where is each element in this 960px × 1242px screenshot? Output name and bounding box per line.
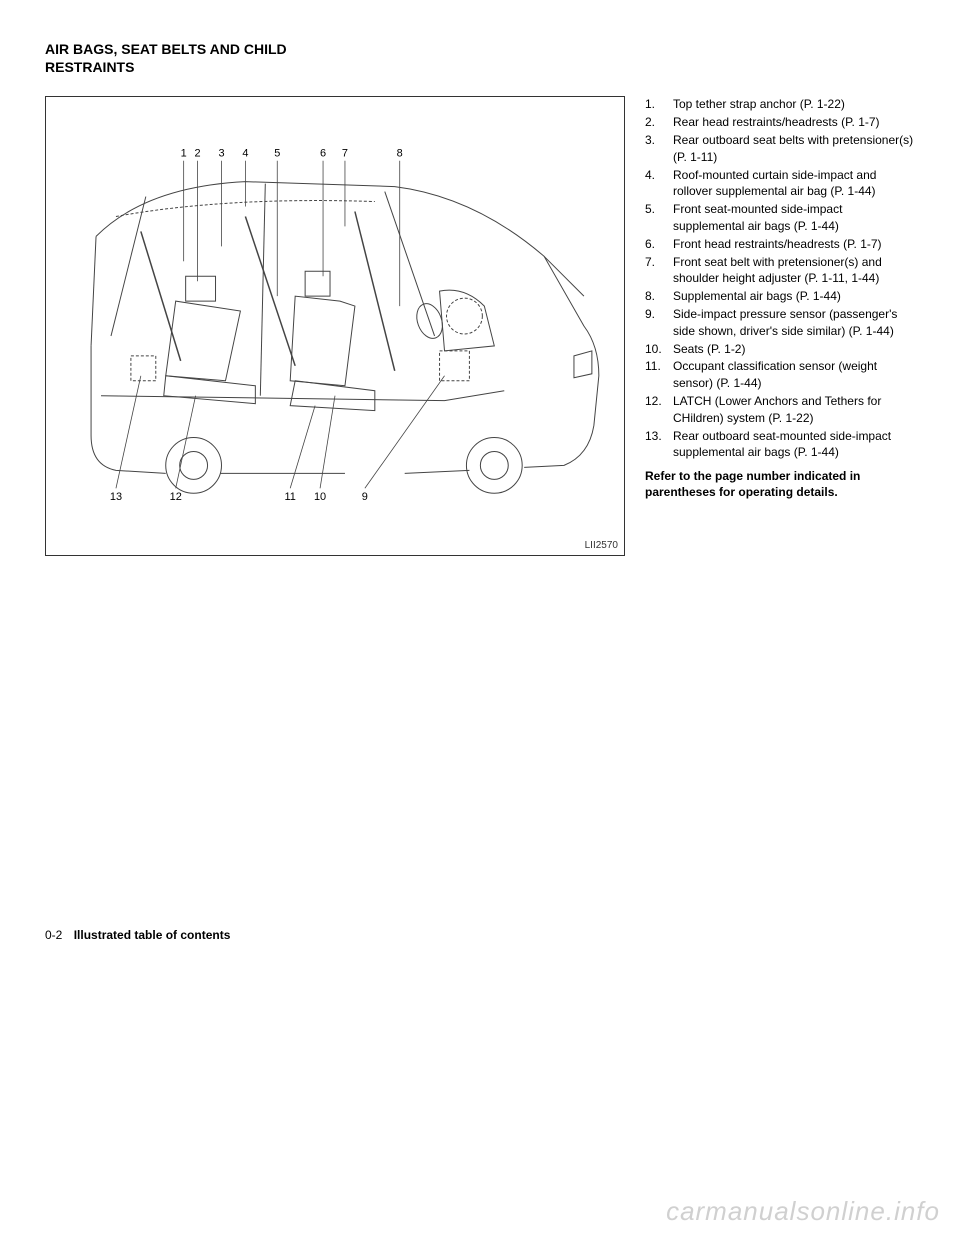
legend-text: Seats (P. 1-2) [673, 341, 915, 358]
legend-text: Rear head restraints/headrests (P. 1-7) [673, 114, 915, 131]
svg-text:2: 2 [195, 148, 201, 160]
svg-text:10: 10 [314, 492, 326, 504]
legend-item: 12.LATCH (Lower Anchors and Tethers for … [645, 393, 915, 427]
legend-number: 2. [645, 114, 673, 131]
legend-item: 3.Rear outboard seat belts with pretensi… [645, 132, 915, 166]
refer-note: Refer to the page number indicated in pa… [645, 469, 915, 500]
legend-item: 5.Front seat-mounted side-impact supplem… [645, 201, 915, 235]
legend-number: 12. [645, 393, 673, 427]
watermark: carmanualsonline.info [666, 1196, 940, 1227]
legend-item: 9.Side-impact pressure sensor (passenger… [645, 306, 915, 340]
svg-text:1: 1 [181, 148, 187, 160]
legend-number: 8. [645, 288, 673, 305]
legend-number: 7. [645, 254, 673, 288]
svg-text:5: 5 [274, 148, 280, 160]
legend-text: Supplemental air bags (P. 1-44) [673, 288, 915, 305]
legend-number: 3. [645, 132, 673, 166]
legend-item: 6.Front head restraints/headrests (P. 1-… [645, 236, 915, 253]
legend-item: 8.Supplemental air bags (P. 1-44) [645, 288, 915, 305]
content-area: 12 3 4 5 6 7 8 13 12 11 10 9 [45, 96, 915, 556]
svg-text:12: 12 [170, 492, 182, 504]
header-line1: AIR BAGS, SEAT BELTS AND CHILD [45, 40, 915, 58]
legend-list: 1.Top tether strap anchor (P. 1-22)2.Rea… [645, 96, 915, 500]
legend-item: 13.Rear outboard seat-mounted side-impac… [645, 428, 915, 462]
legend-text: Side-impact pressure sensor (passenger's… [673, 306, 915, 340]
legend-text: Front seat belt with pretensioner(s) and… [673, 254, 915, 288]
section-header: AIR BAGS, SEAT BELTS AND CHILD RESTRAINT… [45, 40, 915, 76]
vehicle-diagram: 12 3 4 5 6 7 8 13 12 11 10 9 [45, 96, 625, 556]
legend-text: Rear outboard seat belts with pretension… [673, 132, 915, 166]
legend-text: LATCH (Lower Anchors and Tethers for CHi… [673, 393, 915, 427]
legend-number: 5. [645, 201, 673, 235]
legend-number: 1. [645, 96, 673, 113]
legend-number: 10. [645, 341, 673, 358]
legend-text: Top tether strap anchor (P. 1-22) [673, 96, 915, 113]
svg-text:3: 3 [218, 148, 224, 160]
svg-text:6: 6 [320, 148, 326, 160]
diagram-image-id: LII2570 [585, 540, 618, 551]
legend-number: 6. [645, 236, 673, 253]
svg-text:7: 7 [342, 148, 348, 160]
legend-text: Roof-mounted curtain side-impact and rol… [673, 167, 915, 201]
svg-text:8: 8 [397, 148, 403, 160]
header-line2: RESTRAINTS [45, 58, 915, 76]
legend-number: 11. [645, 358, 673, 392]
svg-text:13: 13 [110, 492, 122, 504]
svg-text:11: 11 [285, 492, 296, 504]
legend-item: 11.Occupant classification sensor (weigh… [645, 358, 915, 392]
legend-text: Front seat-mounted side-impact supplemen… [673, 201, 915, 235]
legend-text: Rear outboard seat-mounted side-impact s… [673, 428, 915, 462]
page-footer: 0-2 Illustrated table of contents [45, 928, 230, 942]
legend-item: 7.Front seat belt with pretensioner(s) a… [645, 254, 915, 288]
svg-text:9: 9 [362, 492, 368, 504]
legend-number: 9. [645, 306, 673, 340]
legend-item: 10.Seats (P. 1-2) [645, 341, 915, 358]
legend-item: 1.Top tether strap anchor (P. 1-22) [645, 96, 915, 113]
legend-text: Occupant classification sensor (weight s… [673, 358, 915, 392]
footer-title: Illustrated table of contents [74, 928, 231, 942]
vehicle-svg: 12 3 4 5 6 7 8 13 12 11 10 9 [46, 97, 624, 555]
legend-item: 4.Roof-mounted curtain side-impact and r… [645, 167, 915, 201]
legend-item: 2.Rear head restraints/headrests (P. 1-7… [645, 114, 915, 131]
legend-text: Front head restraints/headrests (P. 1-7) [673, 236, 915, 253]
svg-text:4: 4 [242, 148, 248, 160]
legend-number: 13. [645, 428, 673, 462]
page-number: 0-2 [45, 928, 62, 942]
legend-number: 4. [645, 167, 673, 201]
